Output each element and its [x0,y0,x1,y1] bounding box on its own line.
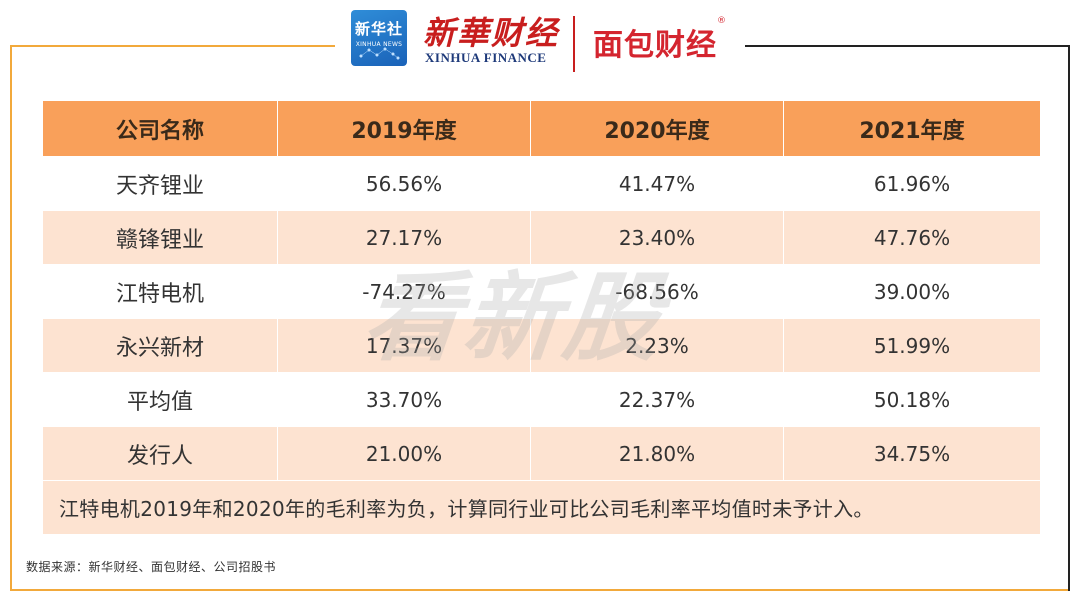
value-2019: 21.00% [277,426,531,481]
table-row: 平均值 33.70% 22.37% 50.18% [42,372,1041,427]
value-2020: 21.80% [530,426,784,481]
data-source-caption: 数据来源：新华财经、面包财经、公司招股书 [26,560,277,574]
value-2021: 51.99% [783,318,1041,373]
table-row: 赣锋锂业 27.17% 23.40% 47.76% [42,210,1041,265]
frame-line-left [10,45,12,591]
company-name: 发行人 [42,426,278,481]
xinhua-finance-subtitle: XINHUA FINANCE [425,50,547,65]
frame-line-bottom [10,589,1070,591]
frame-line-right [1068,45,1070,591]
table-note-row: 江特电机2019年和2020年的毛利率为负，计算同行业可比公司毛利率平均值时未予… [42,480,1041,535]
value-2019: 27.17% [277,210,531,265]
frame-line-top-left [10,45,335,47]
value-2020: 2.23% [530,318,784,373]
value-2020: 23.40% [530,210,784,265]
value-2021: 47.76% [783,210,1041,265]
value-2021: 61.96% [783,156,1041,211]
value-2019: -74.27% [277,264,531,319]
value-2021: 50.18% [783,372,1041,427]
company-name: 永兴新材 [42,318,278,373]
table-header-row: 公司名称 2019年度 2020年度 2021年度 [42,100,1041,157]
frame-line-top-right [745,45,1070,47]
header-2021: 2021年度 [783,100,1041,157]
table-row: 发行人 21.00% 21.80% 34.75% [42,426,1041,481]
value-2020: -68.56% [530,264,784,319]
header-2020: 2020年度 [530,100,784,157]
value-2019: 56.56% [277,156,531,211]
value-2019: 33.70% [277,372,531,427]
xinhua-finance-title: 新華财经 [423,14,560,52]
badge-cn-text: 新华社 [354,20,403,38]
registered-mark: ® [717,16,726,26]
table-row: 天齐锂业 56.56% 41.47% 61.96% [42,156,1041,211]
table-row: 江特电机 -74.27% -68.56% 39.00% [42,264,1041,319]
logo-separator [573,16,575,72]
table-note: 江特电机2019年和2020年的毛利率为负，计算同行业可比公司毛利率平均值时未予… [42,480,1041,535]
value-2021: 39.00% [783,264,1041,319]
value-2020: 41.47% [530,156,784,211]
company-name: 赣锋锂业 [42,210,278,265]
company-name: 天齐锂业 [42,156,278,211]
company-name: 平均值 [42,372,278,427]
value-2021: 34.75% [783,426,1041,481]
header-company: 公司名称 [42,100,278,157]
logo-header: 新华社 XINHUA NEWS 新華财经 XINHUA FINANCE 面包财经… [345,6,740,72]
network-dots-icon [359,47,400,60]
company-name: 江特电机 [42,264,278,319]
value-2020: 22.37% [530,372,784,427]
xinhua-news-logo: 新华社 XINHUA NEWS [351,10,407,66]
value-2019: 17.37% [277,318,531,373]
badge-en-text: XINHUA NEWS [355,41,403,48]
header-2019: 2019年度 [277,100,531,157]
mianbao-finance-logo: 面包财经 [593,28,717,63]
gross-margin-table: 公司名称 2019年度 2020年度 2021年度 天齐锂业 56.56% 41… [42,100,1041,535]
table-row: 永兴新材 17.37% 2.23% 51.99% [42,318,1041,373]
